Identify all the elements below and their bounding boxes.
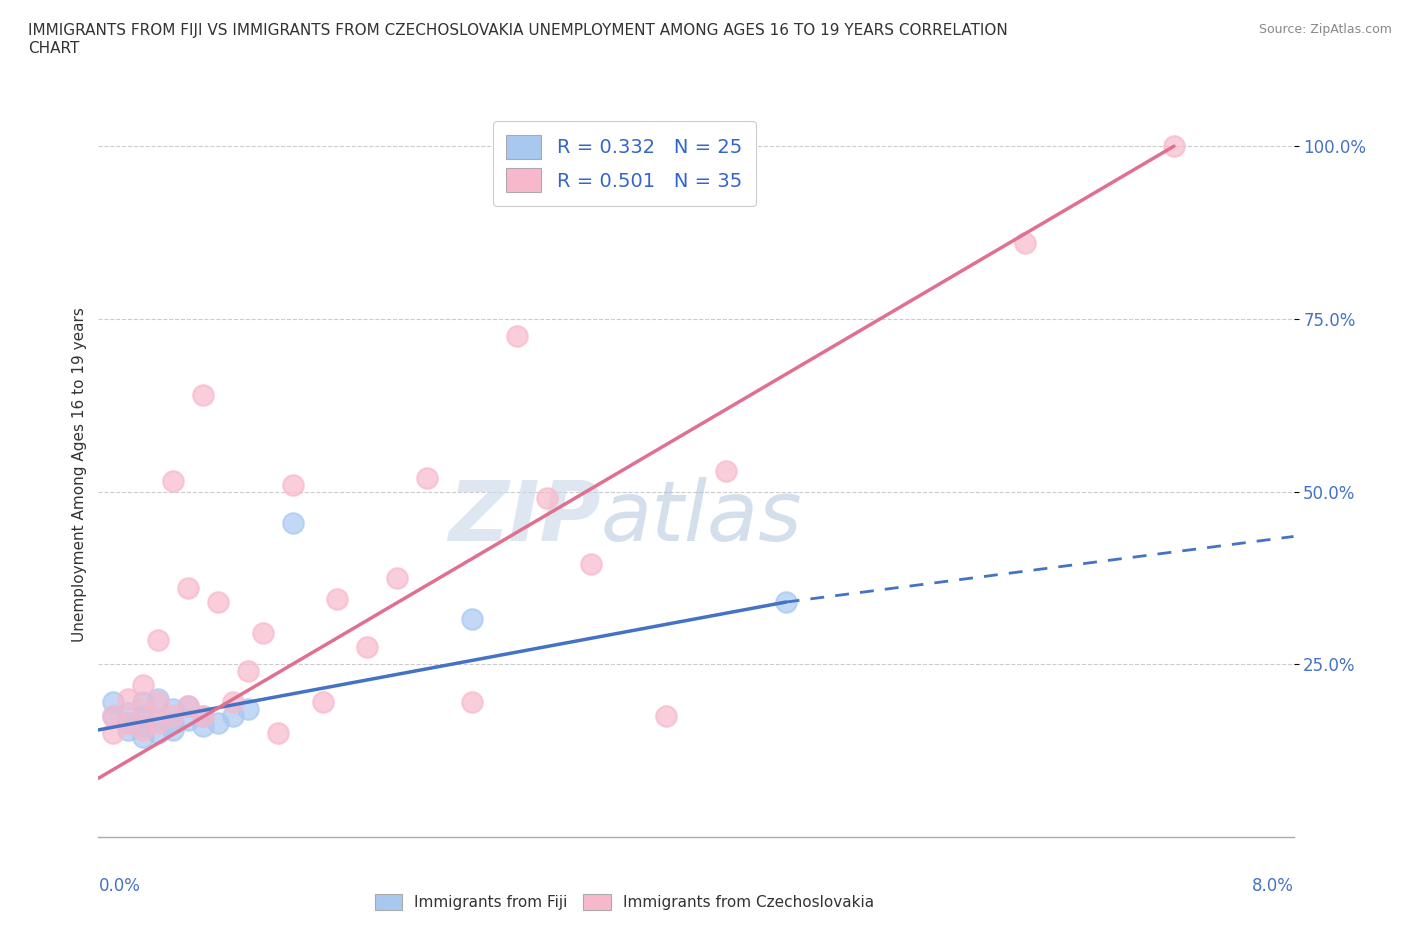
Point [207,715,229,730]
Point [191,709,214,724]
Point [162,473,184,488]
Point [103,709,125,724]
Point [177,581,200,596]
Point [132,719,155,734]
Point [162,702,184,717]
Point [191,709,214,724]
Point [207,594,229,609]
Point [132,723,155,737]
Point [103,709,125,724]
Point [581,557,603,572]
Point [103,726,125,741]
Text: 0.0%: 0.0% [98,877,141,895]
Point [103,695,125,710]
Text: ZIP: ZIP [447,477,600,558]
Point [1163,139,1185,153]
Point [148,726,170,741]
Point [117,705,139,720]
Point [236,664,259,679]
Point [117,715,139,730]
Text: 8.0%: 8.0% [1251,877,1294,895]
Point [1014,235,1036,250]
Point [177,698,200,713]
Point [148,691,170,706]
Point [461,695,484,710]
Point [177,712,200,727]
Point [714,463,737,478]
Point [281,477,304,492]
Point [236,702,259,717]
Legend: Immigrants from Fiji, Immigrants from Czechoslovakia: Immigrants from Fiji, Immigrants from Cz… [368,888,880,916]
Point [132,729,155,744]
Point [117,715,139,730]
Point [148,712,170,727]
Point [775,594,797,609]
Point [222,695,245,710]
Point [162,723,184,737]
Point [281,515,304,530]
Text: atlas: atlas [600,477,801,558]
Point [416,471,439,485]
Point [385,570,409,585]
Point [177,698,200,713]
Point [148,632,170,647]
Point [162,709,184,724]
Point [536,491,558,506]
Text: IMMIGRANTS FROM FIJI VS IMMIGRANTS FROM CZECHOSLOVAKIA UNEMPLOYMENT AMONG AGES 1: IMMIGRANTS FROM FIJI VS IMMIGRANTS FROM … [28,23,1008,56]
Point [191,719,214,734]
Point [506,328,529,343]
Point [461,612,484,627]
Point [132,702,155,717]
Point [132,695,155,710]
Text: Source: ZipAtlas.com: Source: ZipAtlas.com [1258,23,1392,36]
Point [326,591,349,606]
Point [117,691,139,706]
Point [267,726,290,741]
Point [252,626,274,641]
Point [132,709,155,724]
Point [222,709,245,724]
Y-axis label: Unemployment Among Ages 16 to 19 years: Unemployment Among Ages 16 to 19 years [72,307,87,642]
Point [191,388,214,403]
Point [655,709,678,724]
Point [148,695,170,710]
Point [311,695,333,710]
Point [356,640,378,655]
Point [132,678,155,693]
Point [148,715,170,730]
Point [162,715,184,730]
Point [117,723,139,737]
